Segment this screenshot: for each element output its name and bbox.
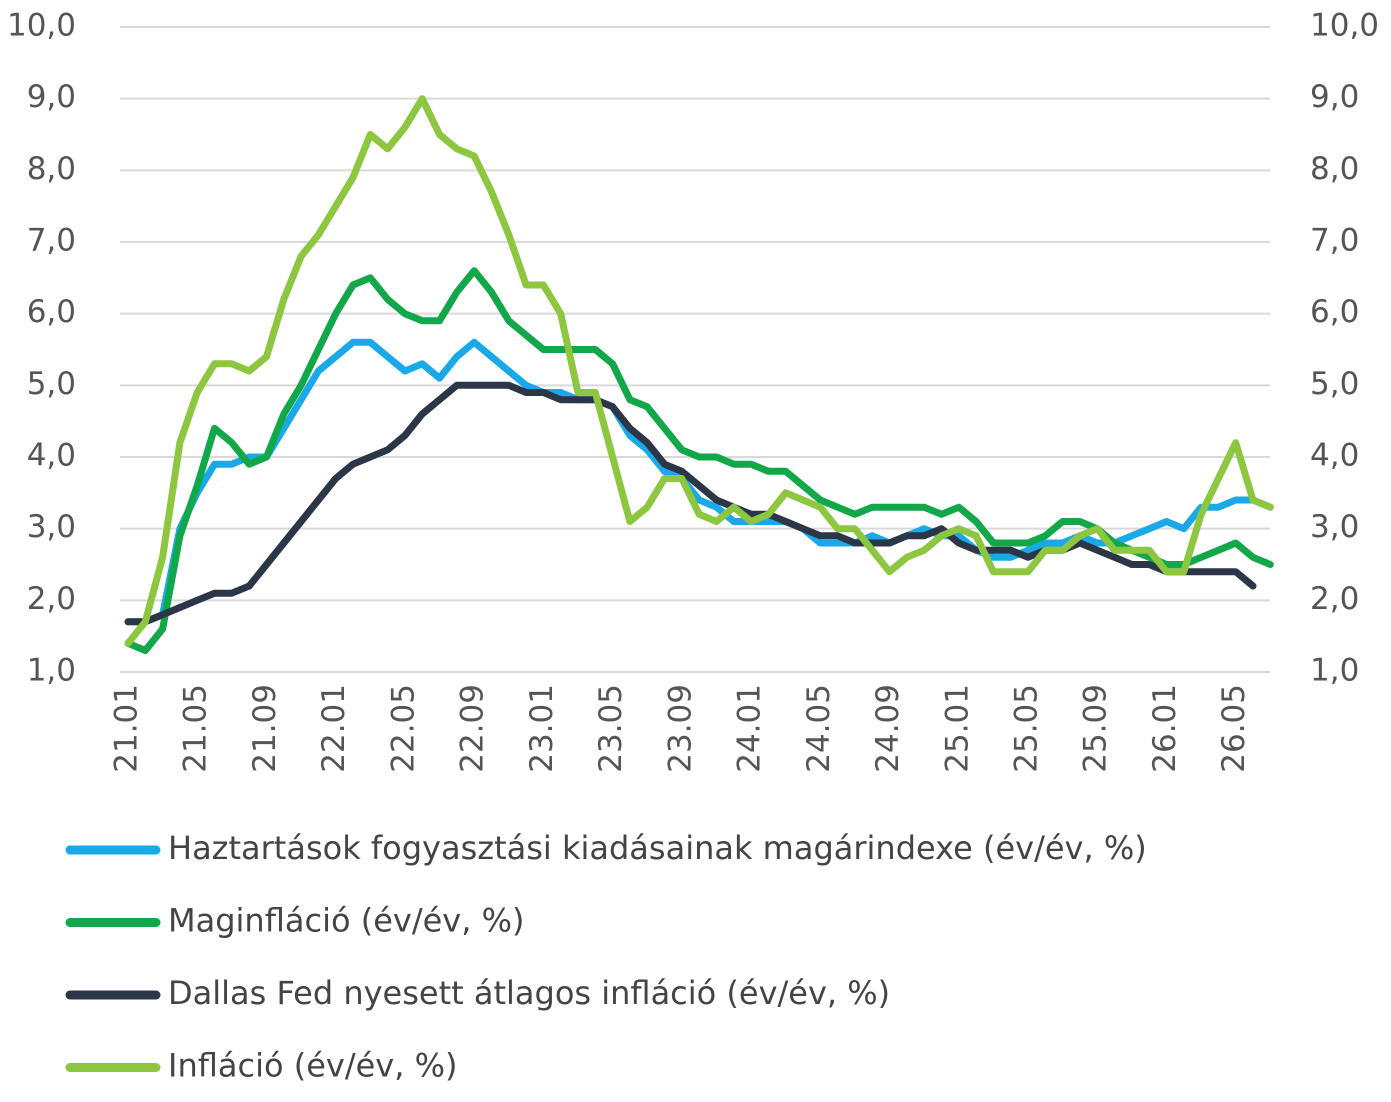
y2-tick-label: 1,0	[1310, 653, 1359, 689]
x-tick-label: 26.05	[1216, 684, 1252, 773]
x-tick-label: 26.01	[1147, 684, 1183, 773]
y2-tick-label: 6,0	[1310, 294, 1359, 330]
x-tick-label: 21.09	[247, 684, 283, 773]
x-tick-label: 22.09	[455, 684, 491, 773]
legend-label: Dallas Fed nyesett átlagos infláció (év/…	[168, 974, 890, 1012]
legend-label: Maginfláció (év/év, %)	[168, 902, 524, 940]
x-tick-label: 25.05	[1009, 684, 1045, 773]
x-tick-label: 25.01	[939, 684, 975, 773]
y-tick-label: 3,0	[27, 509, 76, 545]
x-tick-label: 24.01	[732, 684, 768, 773]
x-tick-label: 25.09	[1078, 684, 1114, 773]
y-tick-label: 7,0	[27, 223, 76, 259]
y-tick-label: 6,0	[27, 294, 76, 330]
y2-tick-label: 2,0	[1310, 581, 1359, 617]
y2-tick-label: 4,0	[1310, 438, 1359, 474]
y2-tick-label: 10,0	[1310, 8, 1379, 44]
y-tick-label: 8,0	[27, 151, 76, 187]
x-tick-label: 23.09	[662, 684, 698, 773]
legend-label: Infláció (év/év, %)	[168, 1047, 457, 1085]
x-tick-label: 24.05	[801, 684, 837, 773]
y2-tick-label: 5,0	[1310, 366, 1359, 402]
legend-label: Haztartások fogyasztási kiadásainak magá…	[168, 829, 1147, 867]
y2-tick-label: 9,0	[1310, 79, 1359, 115]
y-tick-label: 10,0	[7, 8, 76, 44]
x-tick-label: 23.01	[524, 684, 560, 773]
y-tick-label: 2,0	[27, 581, 76, 617]
y-tick-label: 1,0	[27, 653, 76, 689]
x-tick-label: 22.01	[316, 684, 352, 773]
y2-tick-label: 7,0	[1310, 223, 1359, 259]
y-tick-label: 9,0	[27, 79, 76, 115]
x-tick-label: 22.05	[385, 684, 421, 773]
series-line	[124, 95, 1274, 647]
x-tick-label: 24.09	[870, 684, 906, 773]
y2-tick-label: 8,0	[1310, 151, 1359, 187]
series-line	[124, 267, 1274, 654]
x-tick-label: 21.01	[109, 684, 145, 773]
x-tick-label: 23.05	[593, 684, 629, 773]
y2-tick-label: 3,0	[1310, 509, 1359, 545]
y-tick-label: 5,0	[27, 366, 76, 402]
x-tick-label: 21.05	[178, 684, 214, 773]
y-tick-label: 4,0	[27, 438, 76, 474]
